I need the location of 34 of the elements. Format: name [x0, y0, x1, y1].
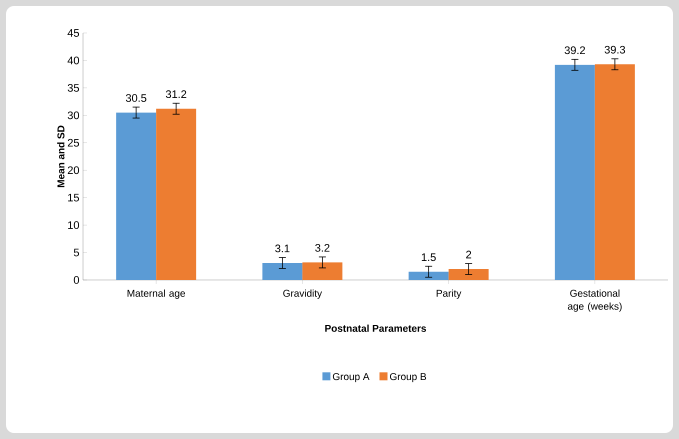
- legend-label: Group B: [390, 373, 426, 382]
- data-label: 3.2: [315, 244, 330, 252]
- y-tick-label: 40: [68, 56, 80, 64]
- bar: [448, 269, 489, 280]
- data-label: 1.5: [422, 253, 436, 262]
- x-tick-label: Maternal age: [128, 290, 186, 299]
- data-label: 39.2: [564, 46, 585, 54]
- data-label: 3.1: [275, 244, 290, 252]
- y-tick-label: 45: [68, 29, 80, 37]
- y-tick-label: 25: [68, 138, 80, 147]
- data-label: 31.2: [166, 90, 186, 98]
- y-tick-label: 0: [74, 276, 80, 284]
- bar: [116, 112, 156, 280]
- y-tick-label: 30: [68, 111, 80, 120]
- bar: [262, 262, 302, 280]
- x-tick-label: Parity: [436, 290, 462, 299]
- x-axis-title: Postnatal Parameters: [325, 324, 426, 332]
- y-tick-label: 15: [68, 194, 80, 202]
- y-axis-title: Mean and SD: [57, 126, 64, 188]
- data-label: 39.3: [604, 46, 626, 54]
- y-tick-label: 5: [74, 248, 80, 256]
- bar: [554, 64, 595, 280]
- bar: [408, 272, 449, 280]
- data-label: 2: [466, 250, 472, 258]
- legend-label: Group A: [332, 373, 370, 382]
- bar: [594, 64, 635, 280]
- y-tick-label: 35: [68, 84, 80, 92]
- x-tick-label: Gravidity: [283, 290, 322, 299]
- data-label: 30.5: [126, 94, 146, 102]
- bar: [156, 108, 196, 280]
- bar: [302, 262, 342, 280]
- y-tick-label: 10: [68, 221, 80, 229]
- x-tick-label: Gestational age (weeks): [568, 290, 622, 312]
- y-tick-label: 20: [68, 166, 80, 174]
